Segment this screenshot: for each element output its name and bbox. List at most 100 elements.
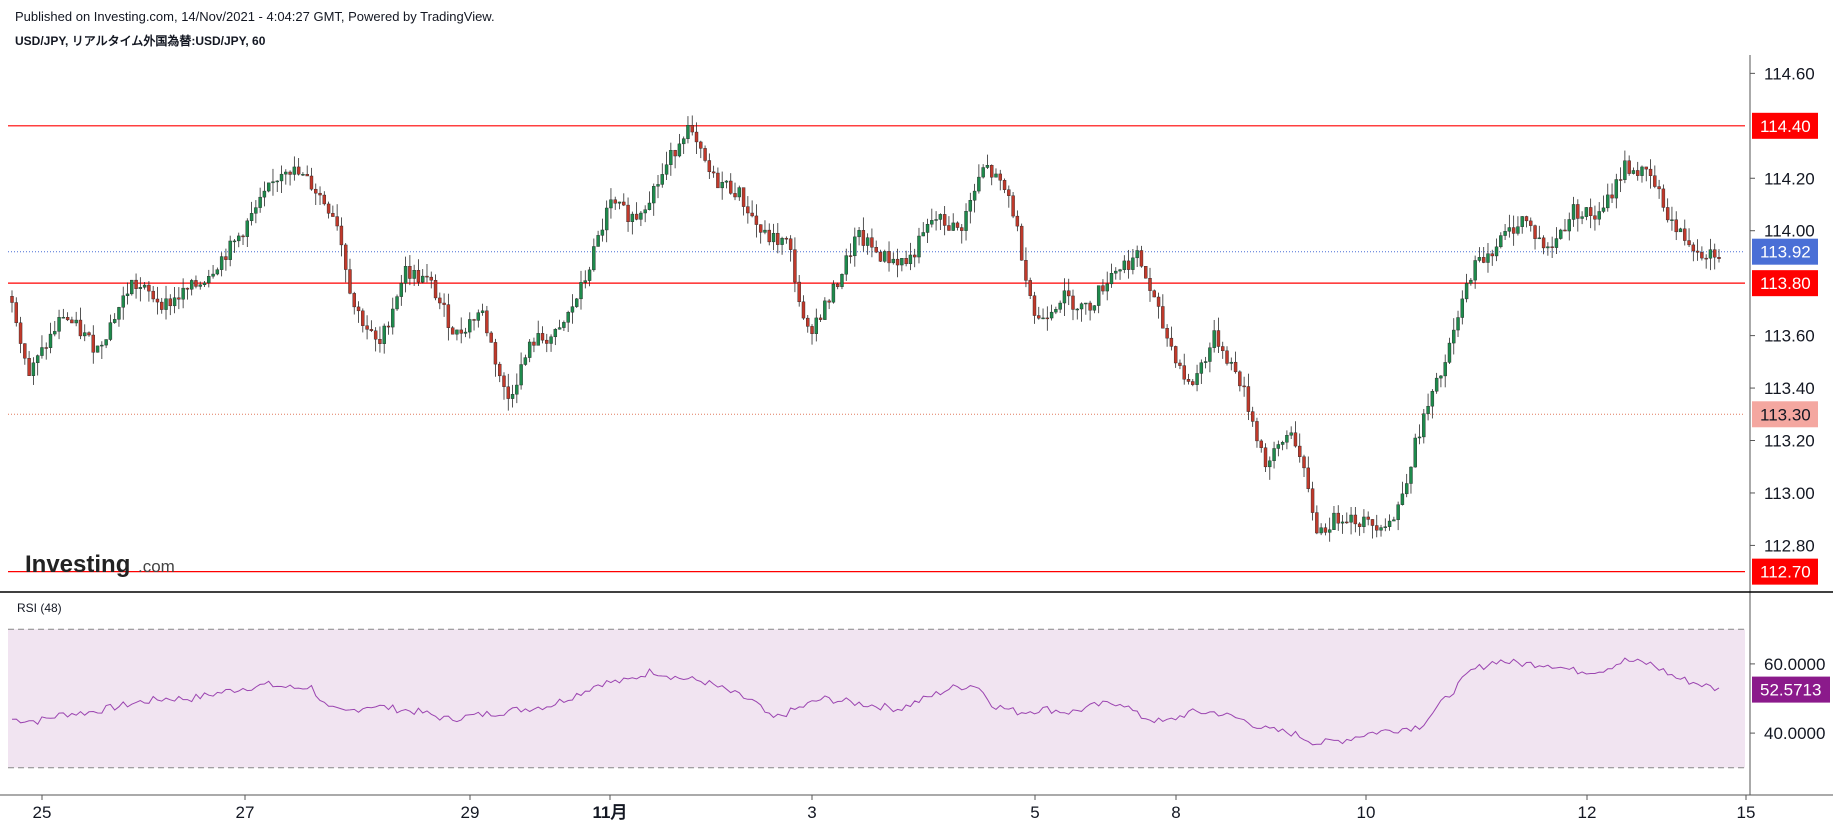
candle-body: [917, 235, 921, 258]
candle-body: [1306, 467, 1310, 489]
candle-body: [895, 258, 900, 266]
candle-body: [438, 297, 442, 304]
candle-body: [681, 138, 686, 145]
candle-body: [1067, 290, 1071, 297]
price-tick-label: 113.60: [1764, 327, 1815, 346]
price-tick-label: 114.20: [1764, 169, 1815, 188]
candle-body: [1704, 257, 1708, 260]
candle-body: [617, 201, 622, 204]
candle-body: [365, 325, 369, 330]
candle-body: [322, 194, 327, 205]
candle-body: [972, 190, 977, 201]
candle-body: [314, 188, 318, 194]
candle-body: [746, 206, 750, 214]
candle-body: [1546, 246, 1550, 249]
rsi-line: [11, 657, 1720, 746]
candle-body: [207, 276, 211, 284]
candle-body: [254, 207, 258, 214]
candle-body: [1289, 432, 1293, 436]
candle-body: [622, 201, 626, 206]
candle-body: [292, 166, 297, 175]
candle-body: [23, 343, 27, 359]
candle-body: [1353, 514, 1358, 525]
candle-body: [241, 235, 245, 238]
candle-body: [395, 296, 399, 310]
candle-body: [237, 235, 241, 242]
candle-body: [711, 171, 716, 174]
candle-body: [160, 301, 164, 310]
candle-body: [1293, 432, 1298, 447]
candle-body: [1336, 512, 1340, 524]
candle-body: [1588, 207, 1593, 216]
candle-body: [1054, 309, 1058, 313]
candle-body: [1614, 179, 1619, 199]
candle-body: [694, 131, 699, 143]
candle-body: [1396, 504, 1400, 520]
candle-body: [172, 297, 177, 307]
candle-body: [818, 317, 823, 320]
candle-body: [121, 295, 125, 308]
candle-body: [797, 281, 801, 303]
candle-body: [18, 322, 23, 344]
candle-body: [1567, 219, 1571, 232]
candle-body: [40, 347, 44, 356]
rsi-tick-label: 60.0000: [1764, 655, 1825, 674]
candle-body: [660, 174, 664, 185]
time-tick-label: 25: [33, 803, 52, 822]
candle-body: [1096, 285, 1101, 306]
time-tick-label: 29: [461, 803, 480, 822]
candle-body: [553, 329, 558, 338]
candle-body: [194, 280, 198, 287]
candle-body: [1268, 460, 1272, 468]
candle-body: [1011, 195, 1015, 217]
candle-body: [10, 296, 14, 303]
candle-body: [65, 316, 70, 321]
candle-body: [758, 224, 763, 233]
candle-body: [1208, 347, 1212, 362]
candle-body: [1126, 260, 1131, 270]
candle-body: [562, 322, 566, 328]
candle-body: [1584, 207, 1589, 217]
candle-body: [1683, 228, 1687, 241]
candle-body: [1627, 160, 1631, 174]
candle-body: [1173, 346, 1178, 364]
candle-body: [425, 275, 429, 278]
candle-body: [57, 317, 61, 332]
candle-body: [600, 229, 605, 236]
candle-body: [399, 283, 404, 297]
candle-body: [532, 341, 536, 346]
candle-body: [142, 284, 147, 288]
candle-body: [801, 301, 806, 319]
time-tick-label: 8: [1171, 803, 1180, 822]
candle-body: [446, 304, 451, 328]
candle-body: [1631, 170, 1636, 174]
candle-body: [305, 174, 309, 177]
candle-body: [1233, 361, 1238, 373]
candle-body: [1529, 220, 1533, 226]
candle-body: [1503, 231, 1507, 236]
candle-body: [1310, 488, 1315, 513]
candle-body: [1156, 296, 1161, 307]
candle-body: [506, 386, 510, 399]
candle-body: [921, 232, 925, 237]
price-levels: [8, 125, 1745, 573]
candle-body: [1636, 170, 1640, 176]
candle-body: [1238, 371, 1242, 387]
candle-body: [53, 331, 57, 335]
candle-body: [1015, 215, 1020, 227]
candle-body: [814, 317, 819, 334]
candle-body: [575, 298, 579, 307]
candle-body: [1691, 244, 1696, 252]
candle-body: [1285, 435, 1289, 443]
candle-body: [134, 279, 138, 289]
candle-body: [412, 270, 416, 279]
candle-body: [1165, 328, 1169, 339]
candle-body: [964, 211, 968, 231]
logo-suffix: .com: [138, 557, 175, 576]
candle-body: [1524, 216, 1529, 222]
candle-body: [1225, 350, 1229, 364]
candle-body: [74, 319, 78, 324]
candle-body: [14, 302, 18, 324]
candle-body: [185, 287, 190, 290]
